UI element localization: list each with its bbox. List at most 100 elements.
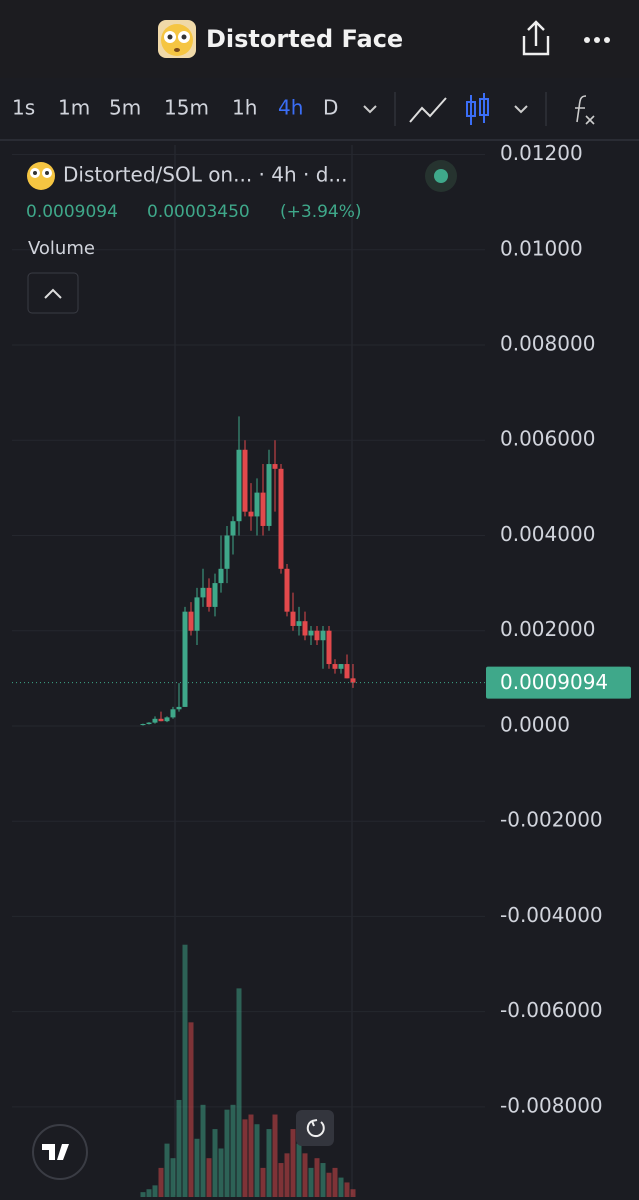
volume-bar bbox=[296, 1143, 302, 1197]
legend-symbol: Distorted/SOL on... · 4h · d... bbox=[63, 163, 348, 187]
indicators-button[interactable] bbox=[575, 95, 595, 125]
candle-body bbox=[350, 678, 356, 683]
toolbar-bg bbox=[0, 78, 639, 140]
volume-bar bbox=[224, 1109, 230, 1197]
chart-type-dropdown[interactable] bbox=[514, 105, 528, 114]
volume-bar bbox=[308, 1167, 314, 1197]
legend-price: 0.0009094 bbox=[26, 202, 118, 222]
last-price-badge bbox=[486, 666, 631, 699]
candle-body bbox=[182, 611, 188, 707]
candle-body bbox=[236, 449, 242, 522]
line-chart-button[interactable] bbox=[409, 97, 447, 123]
volume-bar bbox=[344, 1182, 350, 1197]
y-tick-label: 0.002000 bbox=[500, 617, 595, 641]
volume-bar bbox=[284, 1153, 290, 1197]
volume-bar bbox=[200, 1104, 206, 1197]
candle-body bbox=[344, 664, 350, 679]
y-tick-label: -0.006000 bbox=[500, 998, 603, 1022]
volume-bar bbox=[326, 1172, 332, 1197]
interval-option[interactable]: 4h bbox=[278, 96, 303, 120]
volume-bar bbox=[164, 1143, 170, 1197]
header-bg bbox=[0, 0, 639, 78]
candle-body bbox=[296, 621, 302, 626]
candle-body bbox=[230, 521, 236, 536]
volume-bar bbox=[302, 1153, 308, 1197]
interval-option[interactable]: 1h bbox=[232, 96, 257, 120]
candle-body bbox=[140, 724, 146, 726]
interval-option[interactable]: 1s bbox=[12, 96, 35, 120]
interval-option[interactable]: 5m bbox=[109, 96, 141, 120]
volume-bar bbox=[242, 1119, 248, 1197]
candle-body bbox=[188, 611, 194, 631]
candle-body bbox=[266, 464, 272, 526]
interval-option[interactable]: 15m bbox=[164, 96, 209, 120]
volume-bar bbox=[272, 1114, 278, 1197]
candle-body bbox=[200, 587, 206, 598]
volume-bar bbox=[176, 1099, 182, 1197]
interval-option[interactable]: 1m bbox=[58, 96, 90, 120]
volume-bar bbox=[332, 1167, 338, 1197]
volume-bar bbox=[146, 1189, 152, 1197]
y-tick-label: 0.006000 bbox=[500, 427, 595, 451]
y-tick-label: -0.002000 bbox=[500, 808, 603, 832]
candle-body bbox=[164, 717, 170, 722]
candle-body bbox=[212, 583, 218, 607]
y-tick-label: 0.008000 bbox=[500, 332, 595, 356]
candle-body bbox=[176, 706, 182, 710]
candle-body bbox=[326, 630, 332, 665]
candle-body bbox=[332, 664, 338, 669]
volume-bar bbox=[278, 1163, 284, 1197]
volume-bar bbox=[320, 1163, 326, 1197]
chart: 0.01200 0.01000 0.008000 0.006000 0.004000 0.… bbox=[12, 141, 631, 1197]
candle-body bbox=[320, 630, 326, 641]
y-tick-label: -0.004000 bbox=[500, 903, 603, 927]
candle-body bbox=[314, 630, 320, 641]
reset-button[interactable] bbox=[296, 1110, 334, 1146]
y-tick-label: 0.0000 bbox=[500, 712, 570, 736]
volume-bar bbox=[230, 1104, 236, 1197]
volume-bar bbox=[152, 1185, 158, 1197]
volume-bar bbox=[266, 1129, 272, 1197]
emoji-icon bbox=[158, 20, 196, 58]
candle-body bbox=[284, 568, 290, 612]
volume-bar bbox=[236, 988, 242, 1197]
candle-chart-button[interactable] bbox=[466, 93, 489, 125]
interval-bar: 1s 1m 5m 15m 1h 4h D bbox=[12, 96, 338, 120]
candle-body bbox=[242, 449, 248, 512]
candle-body bbox=[194, 597, 200, 631]
tv-logo-mark bbox=[42, 1144, 69, 1160]
candle-body bbox=[308, 630, 314, 636]
candle-body bbox=[278, 468, 284, 569]
y-tick-label: 0.004000 bbox=[500, 522, 595, 546]
reset-icon bbox=[306, 1119, 325, 1138]
candle-body bbox=[152, 718, 158, 723]
candle-body bbox=[290, 611, 296, 626]
volume-bar bbox=[290, 1129, 296, 1197]
legend-change-pct: (+3.94%) bbox=[280, 202, 362, 222]
interval-option[interactable]: D bbox=[323, 96, 338, 120]
share-button[interactable] bbox=[522, 20, 550, 56]
candle-body bbox=[260, 492, 266, 526]
volume-bar bbox=[188, 1022, 194, 1197]
y-tick-label: 0.01200 bbox=[500, 141, 583, 165]
interval-dropdown[interactable] bbox=[363, 105, 377, 114]
volume-bar bbox=[212, 1129, 218, 1197]
candle-body bbox=[218, 568, 224, 584]
candle-body bbox=[146, 722, 152, 725]
volume-bar bbox=[194, 1138, 200, 1197]
more-button[interactable] bbox=[584, 37, 610, 43]
candle-body bbox=[254, 492, 260, 517]
volume-bar bbox=[314, 1158, 320, 1197]
volume-bar bbox=[260, 1167, 266, 1197]
candle-body bbox=[338, 664, 344, 669]
app-title: Distorted Face bbox=[206, 25, 403, 53]
legend-change: 0.00003450 bbox=[147, 202, 250, 222]
volume-bar bbox=[182, 944, 188, 1197]
collapse-button[interactable] bbox=[27, 272, 79, 314]
volume-label: Volume bbox=[28, 238, 95, 259]
volume-bar bbox=[140, 1192, 146, 1197]
y-tick-label: -0.008000 bbox=[500, 1093, 603, 1117]
volume-bar bbox=[248, 1114, 254, 1197]
